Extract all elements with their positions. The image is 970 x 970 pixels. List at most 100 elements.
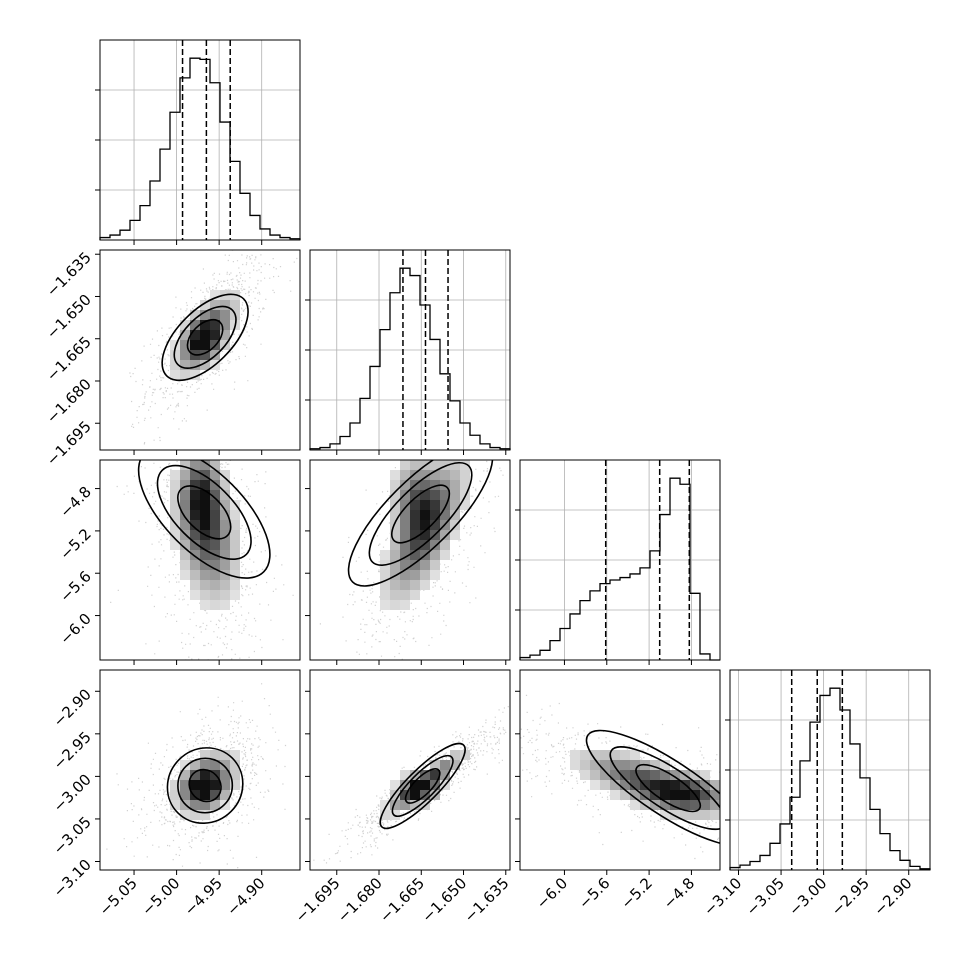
density-cell	[620, 770, 630, 780]
density-cell	[690, 780, 700, 790]
density-cell	[400, 600, 410, 610]
density-cell	[400, 590, 410, 600]
density-cell	[420, 510, 430, 520]
density-cell	[410, 780, 420, 790]
density-cell	[220, 750, 230, 760]
panel-frame	[99, 249, 301, 451]
density-cell	[450, 460, 460, 470]
density-cell	[420, 770, 430, 780]
density-cell	[190, 460, 200, 470]
density-cell	[600, 760, 610, 770]
density-cell	[230, 520, 240, 530]
density-cell	[430, 520, 440, 530]
y-tick-label: −2.90	[50, 685, 95, 730]
x-tick-label: −3.05	[743, 874, 788, 919]
density-cell	[400, 520, 410, 530]
density-cell	[380, 580, 390, 590]
density-cell	[230, 540, 240, 550]
y-axis-2: −6.0 −5.6 −5.2 −4.8	[56, 483, 100, 648]
density-cell	[220, 510, 230, 520]
density-cell	[580, 750, 590, 760]
scatter-points	[129, 250, 298, 445]
density-cell	[440, 530, 450, 540]
density-cell	[400, 530, 410, 540]
density-cell	[200, 540, 210, 550]
density-cell	[420, 530, 430, 540]
histogram-panel-1	[305, 249, 511, 451]
density-cell	[630, 750, 640, 760]
scatter-panel-2-1	[309, 459, 511, 661]
density-cell	[450, 470, 460, 480]
density-cell	[390, 490, 400, 500]
density-cell	[440, 760, 450, 770]
density-cell	[400, 780, 410, 790]
density-cell	[410, 560, 420, 570]
histogram-panel-0	[95, 39, 301, 241]
density-cell	[170, 520, 180, 530]
density-cell	[450, 530, 460, 540]
density-cell	[190, 580, 200, 590]
density-cell	[440, 770, 450, 780]
density-cell	[630, 760, 640, 770]
contour-1	[391, 754, 454, 817]
x-tick-label: −1.680	[334, 874, 386, 926]
density-cell	[190, 370, 200, 380]
density-cell	[700, 770, 710, 780]
density-cell	[210, 790, 220, 800]
panel-content	[319, 460, 510, 660]
y-tick-label: −3.10	[50, 856, 95, 901]
density-cell	[610, 770, 620, 780]
y-tick-label: −1.635	[43, 248, 95, 300]
density-cell	[420, 490, 430, 500]
density-cell	[620, 760, 630, 770]
density-cell	[430, 460, 440, 470]
density-cell	[570, 750, 580, 760]
density-cell	[680, 810, 690, 820]
y-tick-label: −3.05	[50, 813, 95, 858]
density-cell	[210, 760, 220, 770]
density-cell	[440, 470, 450, 480]
x-axis-3: −3.10−3.05−3.00−2.95−2.90	[700, 870, 916, 919]
x-tick-label: −2.95	[828, 874, 873, 919]
density-cell	[180, 780, 190, 790]
density-cell	[630, 800, 640, 810]
density-cell	[210, 460, 220, 470]
y-axis-1: −1.695−1.680−1.665−1.650−1.635	[43, 248, 100, 469]
density-cell	[200, 760, 210, 770]
density-cell	[230, 760, 240, 770]
density-cell	[200, 590, 210, 600]
density-cell	[390, 580, 400, 590]
density-cell	[390, 480, 400, 490]
density-cell	[430, 470, 440, 480]
scatter-panel-1-0	[99, 249, 301, 451]
density-cell	[210, 750, 220, 760]
density-cell	[220, 320, 230, 330]
density-cell	[230, 580, 240, 590]
density-cell	[210, 570, 220, 580]
density-cell	[650, 800, 660, 810]
density-cell	[200, 310, 210, 320]
density-cell	[180, 490, 190, 500]
density-cell	[180, 470, 190, 480]
density-cell	[410, 540, 420, 550]
histogram-panel-2	[515, 459, 721, 661]
y-axis-3: −3.10−3.05−3.00−2.95−2.90	[50, 685, 100, 901]
density-cell	[440, 490, 450, 500]
density-cell	[210, 310, 220, 320]
y-tick-label: −6.0	[56, 610, 94, 648]
density-cell	[450, 760, 460, 770]
density-cell	[220, 300, 230, 310]
density-cell	[190, 540, 200, 550]
contour-1	[609, 746, 720, 831]
density-cell	[200, 300, 210, 310]
x-tick-label: −5.2	[617, 874, 655, 912]
density-cell	[400, 800, 410, 810]
density-cell	[680, 800, 690, 810]
density-cell	[700, 780, 710, 790]
density-cell	[620, 750, 630, 760]
density-cell	[600, 770, 610, 780]
density-cell	[430, 510, 440, 520]
x-tick-label: −3.10	[700, 874, 745, 919]
density-cell	[700, 810, 710, 820]
density-cell	[220, 540, 230, 550]
